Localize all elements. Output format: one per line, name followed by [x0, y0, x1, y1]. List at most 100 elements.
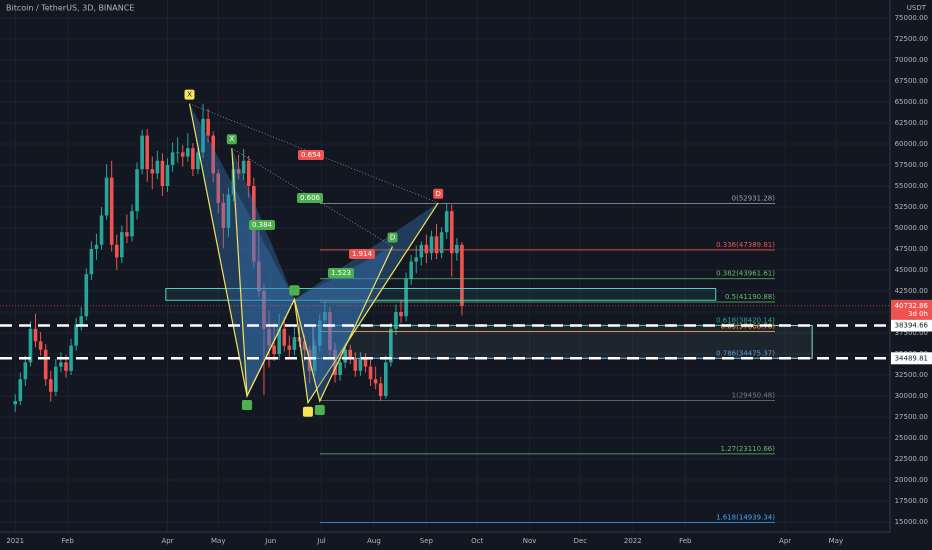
point-label: D [436, 190, 441, 198]
candle-body [211, 135, 215, 174]
candle-body [155, 160, 160, 174]
point-badge [314, 405, 325, 416]
x-tick-label: May [211, 537, 225, 545]
candle-body [94, 244, 99, 250]
y-tick-label: 60000.00 [895, 140, 928, 148]
x-tick-label: Oct [471, 537, 483, 545]
time-axis [0, 532, 932, 550]
candle-body [241, 160, 246, 174]
candle-body [221, 202, 226, 229]
candle-body [236, 169, 241, 174]
y-tick-label: 50000.00 [895, 224, 928, 232]
candle-body [145, 135, 150, 170]
candle-body [429, 236, 434, 254]
y-tick-label: 47500.00 [895, 245, 928, 253]
candle-body [333, 349, 337, 376]
point-badge [302, 406, 313, 417]
candle-body [48, 379, 53, 392]
candle-body [353, 358, 358, 371]
grid [0, 0, 890, 532]
candle-body [33, 328, 38, 342]
candle-body [368, 366, 373, 380]
point-label: D [390, 233, 395, 241]
candle-body [338, 362, 342, 376]
y-tick-label: 75000.00 [895, 14, 928, 22]
candle-body [54, 366, 58, 392]
candle-body [348, 349, 353, 359]
candle-body [186, 148, 190, 157]
candle-body [109, 177, 114, 245]
fib-label: 0.618(38420.14) [716, 316, 775, 324]
level-tag [891, 352, 932, 365]
candle-body [455, 244, 459, 254]
candle-body [125, 232, 129, 237]
candle-body [394, 312, 398, 329]
candle-body [358, 358, 363, 371]
fib-label: 0.336(47389.81) [716, 241, 775, 249]
y-tick-label: 30000.00 [895, 392, 928, 400]
last-price-tag [891, 299, 932, 320]
candle-body [302, 341, 307, 350]
ratio-label: 1.914 [352, 250, 373, 258]
x-tick-label: Apr [161, 537, 173, 545]
candle-body [165, 165, 170, 187]
y-tick-label: 17500.00 [895, 497, 928, 505]
ratio-badge [328, 268, 354, 278]
candle-body [43, 349, 48, 380]
point-badge [226, 134, 237, 145]
candle-body [444, 211, 449, 233]
candle-body [13, 401, 18, 405]
overlays: 0(52931.28) 0.336(47389.81) 0.382(43961.61… [0, 89, 890, 523]
point-label: X [187, 91, 192, 99]
y-tick-label: 25000.00 [895, 434, 928, 442]
candle-body [282, 328, 287, 346]
y-tick-label: 52500.00 [895, 203, 928, 211]
candle-body [383, 362, 388, 397]
y-tick-label: 15000.00 [895, 518, 928, 526]
ratio-label: 0.606 [300, 194, 321, 202]
last-price-label: 40732.86 [895, 302, 929, 310]
ratio-label: 0.654 [301, 151, 322, 159]
y-tick-label: 37500.00 [895, 329, 928, 337]
candle-body [378, 383, 383, 397]
candle-body [343, 349, 347, 363]
candle-body [216, 173, 221, 203]
ratio-badge [298, 150, 324, 160]
fib-label: 0(52931.28) [732, 194, 776, 202]
candle-body [277, 328, 281, 355]
ratio-badge [249, 220, 275, 230]
level-tag-label: 34489.81 [895, 354, 928, 362]
countdown-label: 3d 0h [908, 310, 928, 318]
fib-label: 0.786(34475.37) [716, 349, 775, 357]
candle-body [23, 362, 28, 380]
candle-body [170, 152, 175, 166]
candle-body [460, 244, 464, 306]
x-tick-label: Jun [264, 537, 276, 545]
ratio-label: 1.523 [331, 269, 351, 277]
candle-body [363, 358, 368, 367]
candle-body [272, 345, 276, 355]
candle-body [439, 232, 444, 254]
candle-body [262, 291, 266, 329]
candle-body [150, 169, 155, 174]
candle-body [196, 152, 200, 170]
candle-body [201, 118, 205, 153]
fib-label: 0.382(43961.61) [716, 270, 775, 278]
candle-body [328, 312, 332, 350]
level-tag [891, 319, 932, 332]
currency-label: USDT [907, 4, 927, 12]
point-badge [289, 285, 300, 296]
y-tick-label: 45000.00 [895, 266, 928, 274]
candle-body [257, 261, 261, 292]
point-badge [184, 89, 195, 100]
y-tick-label: 67500.00 [895, 77, 928, 85]
y-tick-label: 55000.00 [895, 182, 928, 190]
candle-body [59, 362, 63, 367]
x-tick-label: Dec [574, 537, 588, 545]
candle-body [120, 232, 124, 258]
x-tick-label: Apr [779, 537, 791, 545]
y-tick-label: 62500.00 [895, 119, 928, 127]
point-badge [433, 188, 444, 199]
point-label: X [229, 135, 234, 143]
candle-body [414, 257, 419, 262]
